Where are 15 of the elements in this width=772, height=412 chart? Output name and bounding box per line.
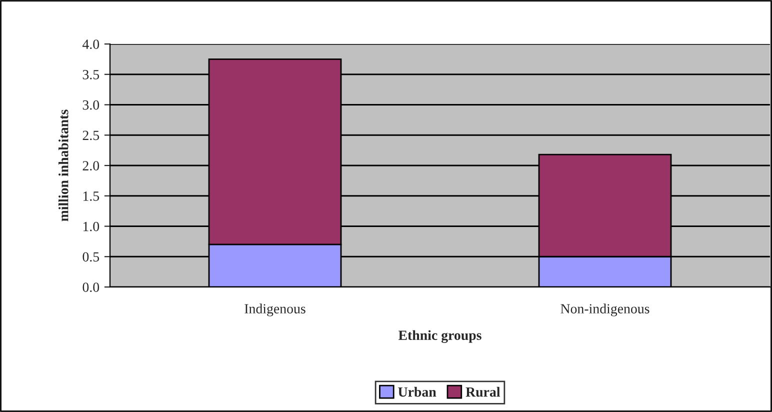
y-tick-label: 2.0	[82, 161, 100, 171]
legend-label: Rural	[466, 386, 500, 397]
y-tick-label: 0.5	[82, 252, 100, 262]
y-tick-label: 1.5	[83, 192, 100, 201]
x-tick-label: Non-indigenous	[560, 304, 650, 316]
y-axis-title: million inhabitants	[58, 110, 68, 222]
y-tick-label: 4.0	[82, 40, 100, 50]
y-tick-label: 3.5	[82, 70, 100, 80]
x-tick-label: Indigenous	[244, 304, 306, 316]
y-tick-label: 2.5	[82, 130, 100, 140]
y-tick-label: 0.0	[82, 282, 100, 292]
y-tick-label: 3.0	[82, 100, 100, 110]
legend-label: Urban	[398, 386, 436, 397]
y-tick-label: 1.0	[83, 222, 100, 232]
x-axis-title: Ethnic groups	[398, 330, 482, 343]
